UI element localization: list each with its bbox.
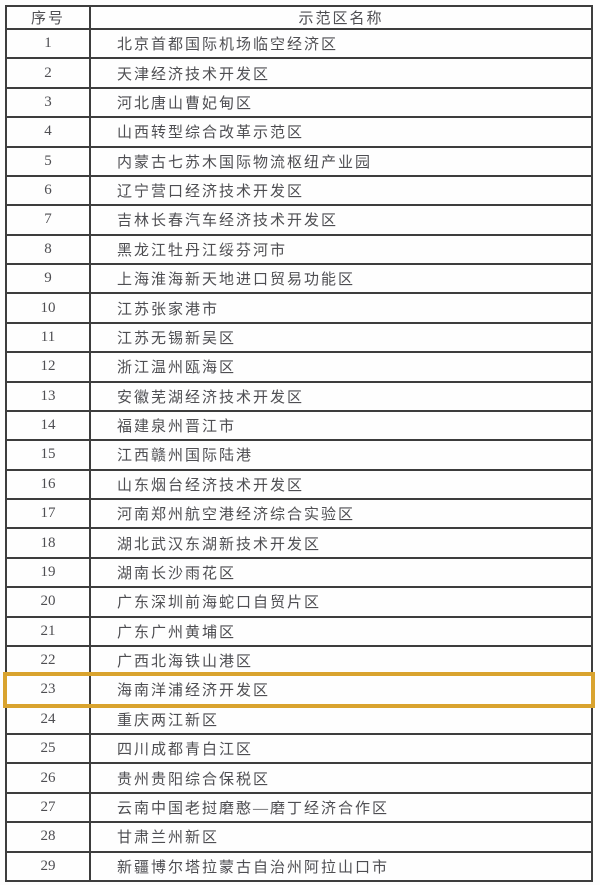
table-row: 4 山西转型综合改革示范区 <box>5 116 593 148</box>
row-zone-name-cell: 上海淮海新天地进口贸易功能区 <box>89 262 593 295</box>
row-index-cell: 19 <box>5 556 91 589</box>
row-index-cell: 18 <box>5 527 91 559</box>
table-row: 22 广西北海铁山港区 <box>5 644 593 677</box>
demonstration-zones-table: 序号 示范区名称 1 北京首都国际机场临空经济区 2 天津经济技术开发区 3 河北唐山曹妃… <box>3 5 595 882</box>
row-index-cell: 10 <box>5 292 91 324</box>
table-row: 11 江苏无锡新吴区 <box>5 321 593 354</box>
table-row: 2 天津经济技术开发区 <box>5 57 593 89</box>
table-row: 20 广东深圳前海蛇口自贸片区 <box>5 586 593 618</box>
row-index-cell: 26 <box>5 762 91 794</box>
table-row: 26 贵州贵阳综合保税区 <box>5 762 593 794</box>
row-index-cell: 8 <box>5 233 91 266</box>
table-row: 19 湖南长沙雨花区 <box>5 556 593 589</box>
row-index-cell: 29 <box>5 850 91 882</box>
table-row: 3 河北唐山曹妃甸区 <box>5 86 593 119</box>
row-zone-name-cell: 新疆博尔塔拉蒙古自治州阿拉山口市 <box>89 850 593 882</box>
row-zone-name-cell: 北京首都国际机场临空经济区 <box>89 27 593 60</box>
row-index-cell: 4 <box>5 116 91 148</box>
table-row: 14 福建泉州晋江市 <box>5 409 593 442</box>
column-header-name: 示范区名称 <box>89 5 593 30</box>
row-zone-name-cell: 重庆两江新区 <box>89 703 593 736</box>
row-index-cell: 24 <box>5 703 91 736</box>
table-row: 12 浙江温州瓯海区 <box>5 351 593 383</box>
row-index-cell: 12 <box>5 351 91 383</box>
table-row: 9 上海淮海新天地进口贸易功能区 <box>5 262 593 295</box>
row-index-cell: 25 <box>5 732 91 765</box>
row-zone-name-cell: 四川成都青白江区 <box>89 732 593 765</box>
table-body: 1 北京首都国际机场临空经济区 2 天津经济技术开发区 3 河北唐山曹妃甸区 4 山西转型综合… <box>3 27 595 882</box>
row-zone-name-cell: 云南中国老挝磨憨—磨丁经济合作区 <box>89 791 593 824</box>
table-row: 27 云南中国老挝磨憨—磨丁经济合作区 <box>5 791 593 824</box>
table-row-highlighted: 23 海南洋浦经济开发区 <box>3 672 595 708</box>
table-row: 17 河南郑州航空港经济综合实验区 <box>5 497 593 530</box>
table-row: 29 新疆博尔塔拉蒙古自治州阿拉山口市 <box>5 850 593 882</box>
table-row: 28 甘肃兰州新区 <box>5 821 593 853</box>
row-index-cell: 5 <box>5 145 91 177</box>
row-zone-name-cell: 吉林长春汽车经济技术开发区 <box>89 204 593 236</box>
row-zone-name-cell: 安徽芜湖经济技术开发区 <box>89 380 593 412</box>
table-row: 18 湖北武汉东湖新技术开发区 <box>5 527 593 559</box>
row-zone-name-cell: 福建泉州晋江市 <box>89 409 593 442</box>
row-zone-name-cell: 广东广州黄埔区 <box>89 615 593 647</box>
row-zone-name-cell: 江苏张家港市 <box>89 292 593 324</box>
row-zone-name-cell: 山东烟台经济技术开发区 <box>89 468 593 501</box>
row-index-cell: 3 <box>5 86 91 119</box>
table-container: 序号 示范区名称 1 北京首都国际机场临空经济区 2 天津经济技术开发区 3 河北唐山曹妃… <box>3 5 595 882</box>
header-row: 序号 示范区名称 <box>5 5 593 30</box>
table-row: 16 山东烟台经济技术开发区 <box>5 468 593 501</box>
row-zone-name-cell: 天津经济技术开发区 <box>89 57 593 89</box>
row-zone-name-cell: 江西赣州国际陆港 <box>89 439 593 471</box>
row-zone-name-cell: 河南郑州航空港经济综合实验区 <box>89 497 593 530</box>
row-index-cell: 9 <box>5 262 91 295</box>
row-index-cell: 27 <box>5 791 91 824</box>
column-header-index: 序号 <box>5 5 91 30</box>
row-zone-name-cell: 河北唐山曹妃甸区 <box>89 86 593 119</box>
row-zone-name-cell: 湖南长沙雨花区 <box>89 556 593 589</box>
row-zone-name-cell: 湖北武汉东湖新技术开发区 <box>89 527 593 559</box>
table-row: 5 内蒙古七苏木国际物流枢纽产业园 <box>5 145 593 177</box>
row-index-cell: 6 <box>5 174 91 207</box>
row-index-cell: 17 <box>5 497 91 530</box>
table-row: 6 辽宁营口经济技术开发区 <box>5 174 593 207</box>
row-zone-name-cell: 辽宁营口经济技术开发区 <box>89 174 593 207</box>
table-row: 1 北京首都国际机场临空经济区 <box>5 27 593 60</box>
row-zone-name-cell: 浙江温州瓯海区 <box>89 351 593 383</box>
table-row: 10 江苏张家港市 <box>5 292 593 324</box>
row-index-cell: 7 <box>5 204 91 236</box>
row-index-cell: 22 <box>5 644 91 677</box>
row-index-cell: 14 <box>5 409 91 442</box>
table-row: 15 江西赣州国际陆港 <box>5 439 593 471</box>
row-index-cell: 21 <box>5 615 91 647</box>
row-zone-name-cell: 广西北海铁山港区 <box>89 644 593 677</box>
row-zone-name-cell: 江苏无锡新吴区 <box>89 321 593 354</box>
row-zone-name-cell: 海南洋浦经济开发区 <box>89 674 593 706</box>
row-index-cell: 11 <box>5 321 91 354</box>
row-index-cell: 20 <box>5 586 91 618</box>
row-zone-name-cell: 黑龙江牡丹江绥芬河市 <box>89 233 593 266</box>
row-zone-name-cell: 内蒙古七苏木国际物流枢纽产业园 <box>89 145 593 177</box>
row-index-cell: 23 <box>5 674 91 706</box>
row-zone-name-cell: 山西转型综合改革示范区 <box>89 116 593 148</box>
row-index-cell: 13 <box>5 380 91 412</box>
row-index-cell: 1 <box>5 27 91 60</box>
row-zone-name-cell: 广东深圳前海蛇口自贸片区 <box>89 586 593 618</box>
row-zone-name-cell: 甘肃兰州新区 <box>89 821 593 853</box>
row-index-cell: 15 <box>5 439 91 471</box>
table-row: 7 吉林长春汽车经济技术开发区 <box>5 204 593 236</box>
table-row: 21 广东广州黄埔区 <box>5 615 593 647</box>
table-row: 24 重庆两江新区 <box>5 703 593 736</box>
row-index-cell: 2 <box>5 57 91 89</box>
row-index-cell: 28 <box>5 821 91 853</box>
table-row: 25 四川成都青白江区 <box>5 732 593 765</box>
table-row: 13 安徽芜湖经济技术开发区 <box>5 380 593 412</box>
row-zone-name-cell: 贵州贵阳综合保税区 <box>89 762 593 794</box>
row-index-cell: 16 <box>5 468 91 501</box>
table-row: 8 黑龙江牡丹江绥芬河市 <box>5 233 593 266</box>
